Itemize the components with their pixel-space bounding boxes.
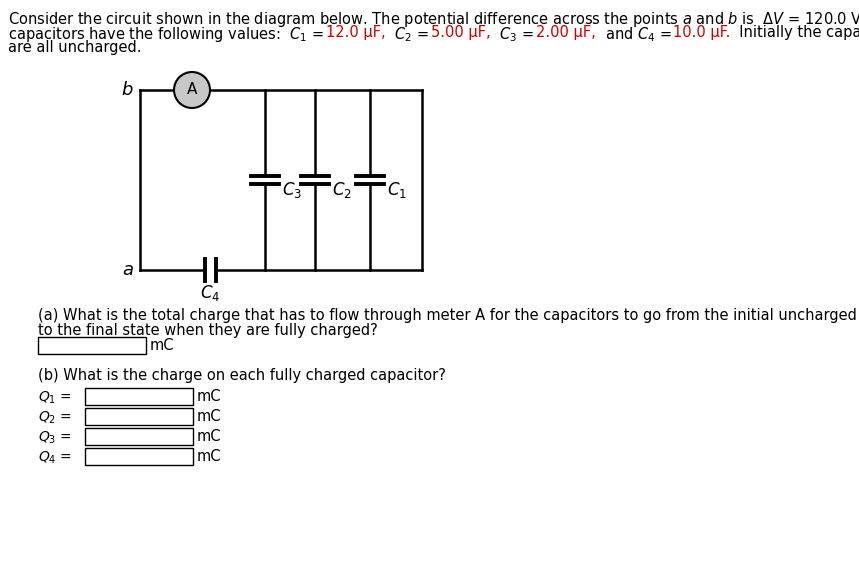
Circle shape — [174, 72, 210, 108]
Text: $C_3$: $C_3$ — [282, 180, 302, 200]
Text: Initially the capacitors: Initially the capacitors — [730, 25, 859, 40]
Text: 12.0 μF,: 12.0 μF, — [326, 25, 386, 40]
Text: mC: mC — [197, 449, 222, 464]
Text: 10.0 μF.: 10.0 μF. — [673, 25, 730, 40]
Text: $C_2$ =: $C_2$ = — [386, 25, 430, 44]
Text: (a) What is the total charge that has to flow through meter A for the capacitors: (a) What is the total charge that has to… — [38, 308, 859, 323]
Text: $C_4$: $C_4$ — [200, 283, 220, 303]
FancyBboxPatch shape — [85, 388, 193, 405]
Text: (b) What is the charge on each fully charged capacitor?: (b) What is the charge on each fully cha… — [38, 368, 446, 383]
Text: $b$: $b$ — [121, 81, 134, 99]
FancyBboxPatch shape — [38, 337, 146, 354]
Text: mC: mC — [197, 409, 222, 424]
Text: $C_2$: $C_2$ — [332, 180, 352, 200]
Text: $Q_4$ =: $Q_4$ = — [38, 449, 72, 465]
Text: mC: mC — [197, 389, 222, 404]
Text: $C_1$: $C_1$ — [387, 180, 407, 200]
Text: to the final state when they are fully charged?: to the final state when they are fully c… — [38, 323, 378, 338]
Text: $a$: $a$ — [122, 261, 134, 279]
Text: $C_3$ =: $C_3$ = — [490, 25, 536, 44]
Text: A: A — [186, 82, 198, 98]
Text: $Q_2$ =: $Q_2$ = — [38, 409, 72, 426]
FancyBboxPatch shape — [85, 428, 193, 445]
Text: mC: mC — [197, 429, 222, 444]
Text: $Q_3$ =: $Q_3$ = — [38, 429, 72, 446]
FancyBboxPatch shape — [85, 448, 193, 465]
Text: mC: mC — [150, 338, 174, 353]
Text: 2.00 μF,: 2.00 μF, — [536, 25, 595, 40]
FancyBboxPatch shape — [85, 408, 193, 425]
Text: are all uncharged.: are all uncharged. — [8, 40, 142, 55]
Text: Consider the circuit shown in the diagram below. The potential difference across: Consider the circuit shown in the diagra… — [8, 10, 859, 29]
Text: and $C_4$ =: and $C_4$ = — [595, 25, 673, 44]
Text: capacitors have the following values:  $C_1$ =: capacitors have the following values: $C… — [8, 25, 326, 44]
Text: $Q_1$ =: $Q_1$ = — [38, 390, 72, 406]
Text: 5.00 μF,: 5.00 μF, — [430, 25, 490, 40]
